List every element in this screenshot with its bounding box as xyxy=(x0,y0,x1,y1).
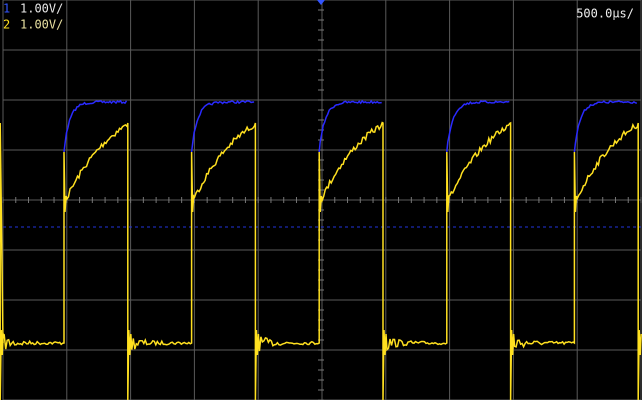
channel-1-scale: 1.00V/ xyxy=(20,2,63,16)
channel-2-scale: 1.00V/ xyxy=(20,18,63,32)
timebase: 500.0µs/ xyxy=(576,7,634,21)
channel-1-label: 1 xyxy=(3,2,10,16)
trigger-position-marker xyxy=(317,0,325,5)
channel-1-trace xyxy=(63,99,638,153)
channel-2-label: 2 xyxy=(3,18,10,32)
channel-2-trace xyxy=(0,121,642,400)
